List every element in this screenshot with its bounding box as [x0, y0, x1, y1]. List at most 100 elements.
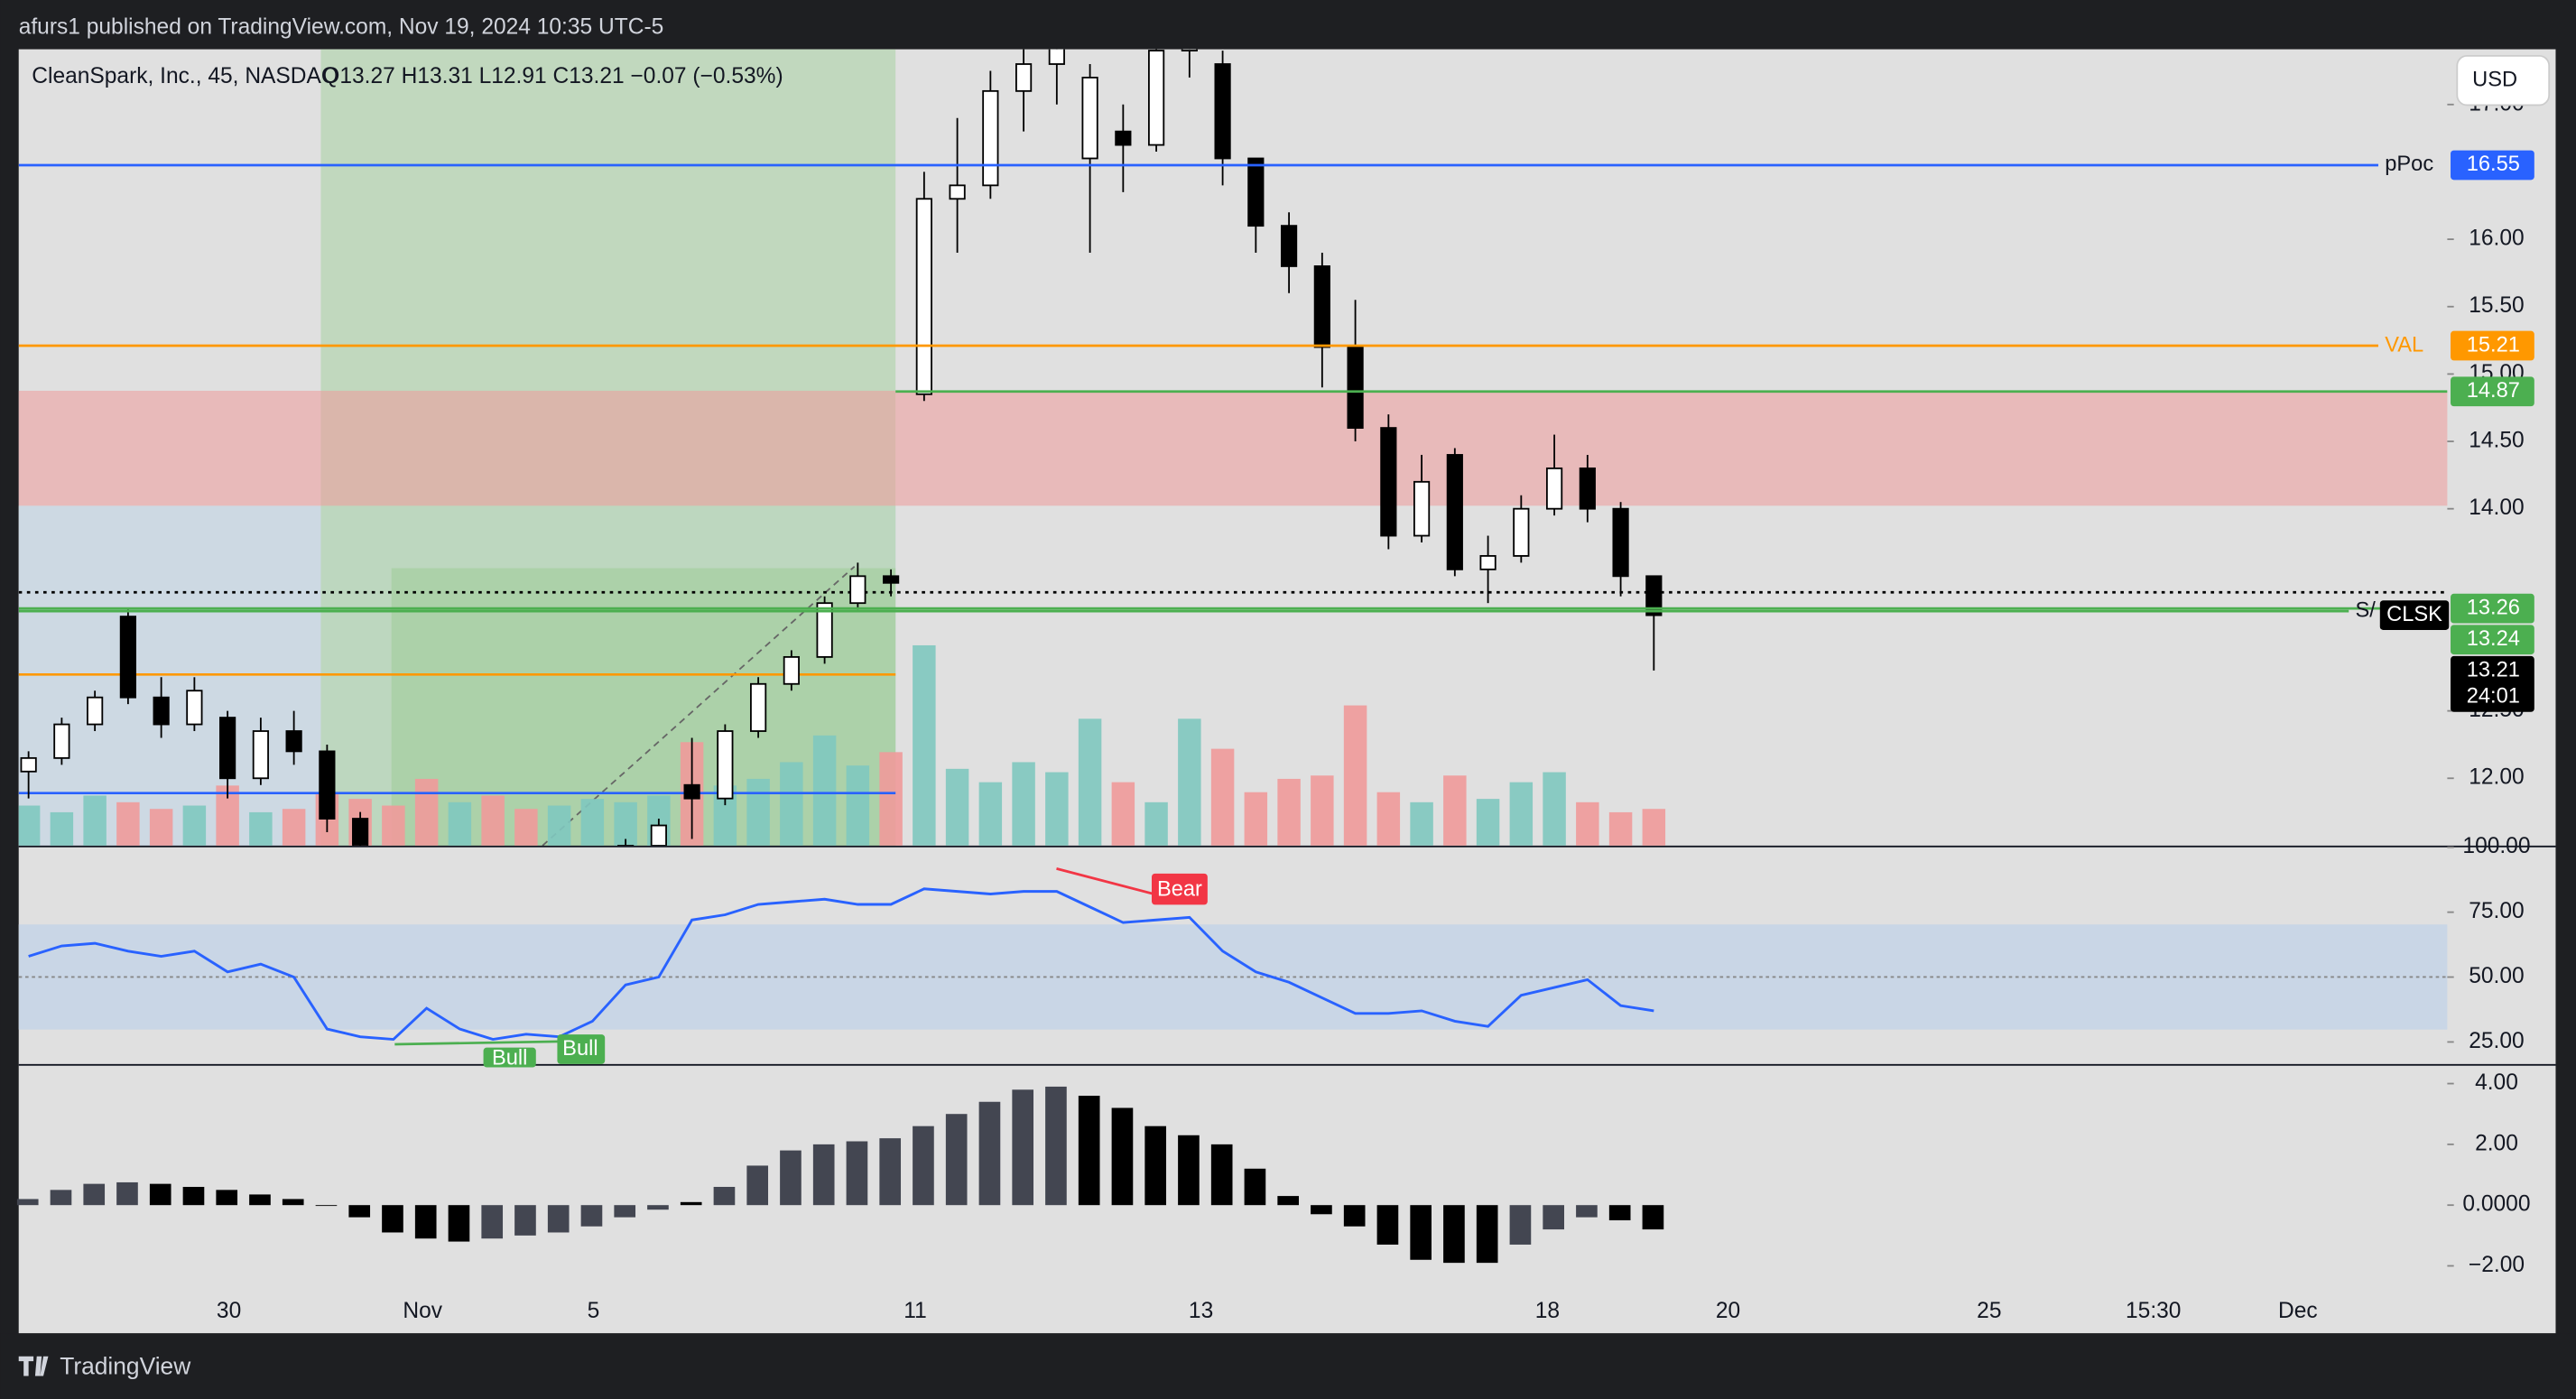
price-label: 13.21	[2467, 659, 2520, 682]
level-name: S/	[2356, 598, 2377, 622]
bull-label-box	[557, 1034, 606, 1064]
volume-bar	[1642, 809, 1666, 846]
currency[interactable]: USD	[2472, 68, 2517, 91]
y-tick-label: 12.00	[2469, 765, 2524, 790]
price-label: 14.87	[2467, 379, 2520, 403]
histogram-bar	[50, 1190, 72, 1206]
candle-body	[1247, 157, 1265, 227]
histogram-bar	[1608, 1205, 1631, 1221]
volume-bar	[1543, 772, 1566, 846]
histogram-bar	[614, 1205, 636, 1218]
x-tick-label: 11	[903, 1299, 926, 1323]
currency-button[interactable]	[2456, 54, 2551, 107]
histogram-bar	[315, 1205, 338, 1207]
candle-body	[650, 824, 667, 846]
volume-bar	[481, 795, 505, 846]
histogram-bar	[149, 1183, 171, 1206]
candle-body	[1214, 63, 1231, 160]
candle-body	[53, 723, 70, 759]
candle-body	[915, 198, 932, 395]
bear-label-box	[1152, 873, 1208, 905]
volume-bar	[149, 809, 173, 846]
volume-bar	[249, 811, 273, 846]
histogram-bar	[1509, 1205, 1532, 1245]
candle-body	[319, 750, 336, 820]
histogram-bar	[1343, 1205, 1366, 1227]
histogram-bar	[1210, 1144, 1233, 1206]
volume-bar	[382, 805, 405, 846]
volume-bar	[879, 752, 903, 846]
bear-label: Bear	[1157, 877, 1202, 901]
histogram-bar	[713, 1186, 736, 1206]
volume-bar	[580, 799, 605, 846]
histogram-bar	[1410, 1205, 1432, 1260]
histogram-bar	[348, 1205, 371, 1218]
y-tick-label: 15.50	[2469, 293, 2524, 318]
x-tick-label: 30	[217, 1299, 241, 1323]
histogram-bar	[1576, 1205, 1598, 1218]
candle-body	[750, 682, 767, 732]
y-tick-label: 2.00	[2475, 1131, 2518, 1155]
candle-body	[186, 690, 203, 726]
x-tick-label: 13	[1189, 1299, 1213, 1323]
histogram-bar	[680, 1201, 702, 1206]
volume-bar	[1045, 772, 1069, 846]
candle-body	[1446, 454, 1463, 570]
y-tick-label: −2.00	[2469, 1253, 2525, 1277]
zone-green-inner	[391, 568, 896, 846]
volume-bar	[978, 782, 1003, 846]
volume-bar	[1343, 705, 1367, 846]
candle-body	[1081, 77, 1098, 160]
logo	[18, 1356, 49, 1376]
candle-body	[982, 89, 999, 187]
volume-bar	[282, 809, 306, 846]
histogram-bar	[746, 1165, 769, 1206]
candle-body	[1645, 575, 1663, 616]
histogram-bar	[1642, 1205, 1664, 1230]
y-tick-label: 100.00	[2462, 834, 2530, 858]
y-tick-label: 25.00	[2469, 1029, 2524, 1053]
y-tick-label: 0.0000	[2462, 1192, 2530, 1217]
candle-body	[1313, 265, 1330, 348]
price-label-box	[2451, 330, 2534, 361]
volume-bar	[1178, 718, 1201, 846]
histogram-bar	[580, 1205, 603, 1227]
histogram-bar	[1476, 1205, 1498, 1264]
candle-body	[352, 818, 369, 846]
histogram-bar	[780, 1150, 802, 1206]
x-tick-label: 20	[1716, 1299, 1740, 1323]
candle-body	[153, 696, 170, 726]
candle-body	[1015, 63, 1033, 92]
candle-body	[219, 717, 236, 780]
volume-bar	[1509, 782, 1534, 846]
volume-bar	[1608, 811, 1633, 846]
y-tick-label: 4.00	[2475, 1070, 2518, 1095]
volume-bar	[1476, 799, 1500, 846]
candle-body	[1513, 507, 1530, 557]
volume-bar	[83, 795, 107, 846]
volume-bar	[414, 778, 439, 846]
ohlc-legend: O13.27 H13.31 L12.91 C13.21 −0.07 (−0.53…	[322, 64, 783, 88]
volume-bar	[1410, 801, 1433, 846]
price-label-box	[2451, 376, 2534, 407]
candle-body	[87, 696, 104, 726]
x-tick-label: 25	[1977, 1299, 2001, 1323]
candle-body	[1612, 507, 1629, 578]
candle-body	[1579, 467, 1596, 510]
symbol-title: CleanSpark, Inc., 45, NASDAQ	[32, 64, 338, 88]
candle-body	[1147, 50, 1165, 146]
volume-bar	[780, 762, 803, 846]
zone-red	[18, 390, 2448, 506]
candle-body	[1181, 49, 1198, 51]
candle-body	[119, 616, 136, 699]
level-name: VAL	[2385, 333, 2423, 357]
publish-info: afurs1 published on TradingView.com, Nov…	[19, 14, 664, 39]
rsi-line	[28, 887, 1654, 1042]
histogram-bar	[1443, 1205, 1465, 1264]
volume-bar	[50, 811, 74, 846]
volume-bar	[1376, 792, 1401, 846]
x-tick-label: 15:30	[2126, 1299, 2181, 1323]
volume-bar	[116, 801, 140, 846]
histogram-bar	[1311, 1205, 1332, 1215]
volume-bar	[1078, 718, 1102, 846]
